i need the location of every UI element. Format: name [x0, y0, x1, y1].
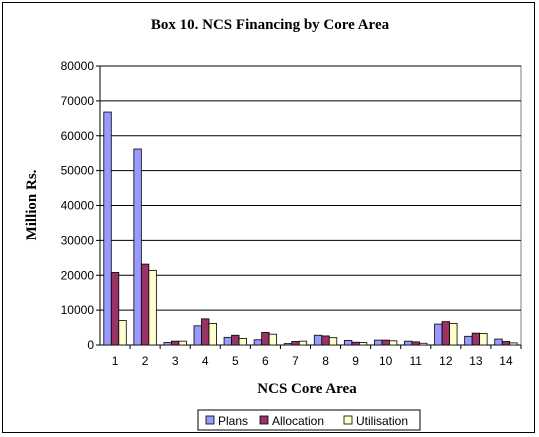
- bar-allocation-7[interactable]: [291, 341, 300, 346]
- y-tick-label: 40000: [61, 199, 95, 213]
- bar-allocation-14[interactable]: [501, 341, 511, 346]
- bar-plans-9[interactable]: [343, 340, 353, 346]
- x-tick-label: 8: [322, 354, 329, 368]
- bar-allocation-13[interactable]: [471, 332, 481, 346]
- bar-utilisation-2[interactable]: [148, 269, 157, 346]
- bar-plans-1[interactable]: [103, 111, 112, 346]
- chart-title: Box 10. NCS Financing by Core Area: [151, 17, 390, 33]
- x-tick-label: 2: [142, 354, 149, 368]
- bar-plans-8[interactable]: [313, 334, 323, 346]
- legend-box: [197, 409, 421, 431]
- x-tick-label: 14: [499, 354, 513, 368]
- bar-allocation-4[interactable]: [201, 318, 210, 346]
- legend-label-allocation: Allocation: [272, 414, 324, 428]
- x-tick-label: 12: [439, 354, 453, 368]
- legend-swatch-utilisation: [343, 415, 353, 425]
- bar-utilisation-3[interactable]: [178, 340, 187, 346]
- bar-plans-11[interactable]: [404, 340, 413, 346]
- bar-utilisation-5[interactable]: [238, 337, 247, 346]
- bar-allocation-8[interactable]: [321, 335, 330, 346]
- bar-allocation-10[interactable]: [381, 339, 390, 346]
- bar-plans-6[interactable]: [253, 339, 263, 346]
- bar-utilisation-7[interactable]: [298, 340, 308, 346]
- bar-allocation-5[interactable]: [231, 334, 240, 346]
- x-axis-label: NCS Core Area: [257, 381, 357, 397]
- bar-plans-10[interactable]: [374, 339, 383, 346]
- bar-allocation-2[interactable]: [140, 263, 150, 346]
- bar-utilisation-8[interactable]: [328, 337, 338, 346]
- bar-utilisation-1[interactable]: [118, 320, 127, 346]
- legend-swatch-allocation: [259, 415, 269, 425]
- x-tick-label: 4: [202, 354, 209, 368]
- x-tick-label: 3: [172, 354, 179, 368]
- legend-swatch-plans: [205, 415, 215, 425]
- bar-plans-14[interactable]: [494, 338, 503, 346]
- bar-plans-5[interactable]: [223, 336, 232, 346]
- x-tick-label: 13: [469, 354, 483, 368]
- x-tick-label: 9: [352, 354, 359, 368]
- bar-allocation-3[interactable]: [171, 340, 180, 346]
- bar-utilisation-4[interactable]: [208, 322, 217, 346]
- bar-utilisation-13[interactable]: [479, 333, 488, 346]
- bar-plans-3[interactable]: [163, 342, 172, 346]
- y-tick-label: 80000: [61, 59, 95, 73]
- bar-plans-7[interactable]: [283, 343, 293, 346]
- y-tick-label: 70000: [61, 94, 95, 108]
- x-tick-label: 7: [292, 354, 299, 368]
- bar-utilisation-10[interactable]: [389, 340, 398, 346]
- x-tick-label: 1: [112, 354, 119, 368]
- legend: Plans Allocation Utilisation: [197, 409, 421, 431]
- y-tick-label: 10000: [61, 303, 95, 317]
- bar-plans-13[interactable]: [464, 335, 473, 346]
- bar-utilisation-14[interactable]: [509, 342, 518, 346]
- bar-utilisation-12[interactable]: [449, 322, 458, 346]
- y-tick-label: 50000: [61, 164, 95, 178]
- y-tick-label: 30000: [61, 233, 95, 247]
- plot-area: 0 10000 20000 30000 40000 50000 60000 70000 8000…: [61, 59, 522, 368]
- bar-allocation-11[interactable]: [411, 341, 420, 346]
- bar-allocation-12[interactable]: [441, 321, 450, 346]
- bar-utilisation-11[interactable]: [419, 342, 428, 346]
- bar-plans-2[interactable]: [133, 148, 142, 346]
- legend-label-plans: Plans: [218, 414, 248, 428]
- y-tick-label: 60000: [61, 129, 95, 143]
- bar-utilisation-6[interactable]: [268, 333, 278, 346]
- bar-utilisation-9[interactable]: [358, 342, 368, 346]
- y-axis-label: Million Rs.: [24, 169, 40, 240]
- bar-plans-4[interactable]: [193, 325, 202, 346]
- x-tick-label: 10: [379, 354, 393, 368]
- x-tick-label: 6: [262, 354, 269, 368]
- y-tick-label: 20000: [61, 268, 95, 282]
- x-tick-label: 11: [410, 354, 423, 368]
- bar-allocation-9[interactable]: [351, 341, 360, 346]
- bar-allocation-1[interactable]: [110, 272, 120, 346]
- legend-label-utilisation: Utilisation: [356, 414, 408, 428]
- bar-plans-12[interactable]: [434, 323, 443, 346]
- x-tick-label: 5: [232, 354, 239, 368]
- bar-allocation-6[interactable]: [261, 332, 270, 346]
- y-tick-label: 0: [87, 338, 94, 352]
